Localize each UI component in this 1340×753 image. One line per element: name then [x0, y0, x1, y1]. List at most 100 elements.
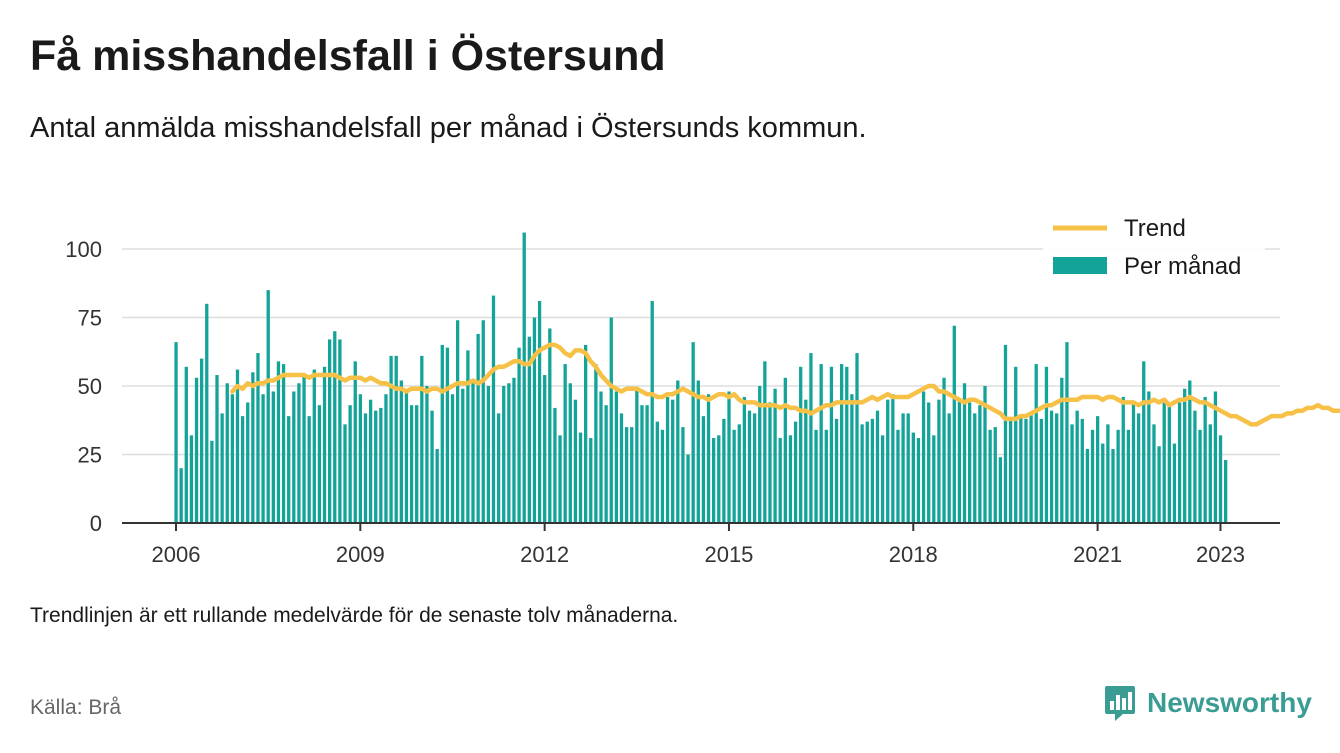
bar	[522, 232, 526, 523]
bar	[809, 353, 813, 523]
bar	[824, 429, 828, 523]
bar	[384, 394, 388, 523]
bar	[584, 344, 588, 523]
bar	[773, 388, 777, 523]
bar	[768, 402, 772, 523]
bar	[578, 432, 583, 523]
bar	[752, 413, 757, 523]
bar	[793, 421, 798, 523]
bar	[179, 468, 183, 523]
bar	[194, 377, 199, 523]
bar	[1003, 344, 1008, 523]
bar	[1142, 361, 1146, 523]
bar	[973, 413, 977, 523]
bar	[471, 383, 475, 523]
bar	[1085, 449, 1090, 523]
bar	[932, 435, 936, 523]
bar	[799, 366, 803, 523]
bar	[722, 418, 726, 523]
bar	[1090, 429, 1095, 523]
x-tick-label: 2015	[704, 542, 753, 567]
bar	[1218, 435, 1223, 523]
bar	[870, 418, 875, 523]
bar	[435, 449, 439, 523]
bar	[548, 328, 552, 523]
bar	[1116, 429, 1120, 523]
bar	[614, 391, 619, 523]
bar	[215, 375, 219, 523]
bar	[865, 421, 869, 523]
bar	[200, 358, 204, 523]
bar	[517, 347, 521, 523]
bar	[476, 333, 480, 523]
bar	[343, 424, 347, 523]
bar	[988, 429, 992, 523]
bar	[1152, 424, 1156, 523]
bar	[696, 380, 700, 523]
bar	[880, 435, 885, 523]
x-tick-label: 2018	[889, 542, 938, 567]
bar	[983, 386, 987, 523]
bar	[957, 399, 962, 523]
bar	[302, 375, 306, 523]
bar	[543, 375, 547, 523]
bar	[763, 361, 767, 523]
bar	[624, 427, 629, 523]
bar	[502, 386, 506, 523]
bar	[184, 366, 188, 523]
bar	[328, 339, 332, 523]
bar	[507, 383, 511, 523]
bar	[1014, 366, 1018, 523]
bar	[1070, 424, 1074, 523]
bar	[1162, 399, 1166, 523]
bar	[701, 416, 706, 523]
bar	[875, 410, 880, 523]
bar	[681, 427, 685, 523]
bar	[322, 366, 327, 523]
x-tick-label: 2021	[1073, 542, 1122, 567]
bar	[374, 410, 378, 523]
bar	[348, 405, 352, 523]
bar	[235, 369, 240, 523]
bar	[174, 342, 178, 523]
bar	[758, 386, 762, 523]
bar	[727, 391, 731, 523]
bar	[225, 383, 229, 523]
bar	[205, 303, 209, 523]
x-tick-label: 2012	[520, 542, 569, 567]
bar	[850, 394, 854, 523]
chart-subtitle: Antal anmälda misshandelsfall per månad …	[30, 112, 867, 144]
bar	[732, 429, 736, 523]
bar	[246, 402, 250, 523]
y-tick-label: 100	[65, 237, 102, 262]
bar	[962, 383, 967, 523]
bar	[563, 364, 567, 523]
bar	[712, 438, 716, 523]
bar	[594, 364, 598, 523]
bar	[1177, 402, 1182, 523]
bar	[445, 347, 450, 523]
bar	[993, 427, 997, 523]
bar	[947, 413, 951, 523]
bar	[394, 355, 398, 523]
bar	[512, 377, 516, 523]
bar	[409, 405, 414, 523]
bar	[829, 366, 834, 523]
bar	[655, 421, 659, 523]
x-tick-label: 2006	[152, 542, 201, 567]
newsworthy-logo-icon	[1105, 686, 1135, 721]
bar	[1055, 413, 1059, 523]
bar	[240, 416, 245, 523]
bar	[1126, 429, 1131, 523]
bar	[266, 290, 270, 523]
bar	[998, 457, 1003, 523]
bar	[1208, 424, 1212, 523]
bar	[358, 394, 363, 523]
x-tick-label: 2009	[336, 542, 385, 567]
bar	[317, 405, 322, 523]
bar	[1024, 418, 1028, 523]
bar	[671, 399, 675, 523]
bar	[527, 336, 531, 523]
bar	[599, 391, 603, 523]
bar	[415, 405, 419, 523]
